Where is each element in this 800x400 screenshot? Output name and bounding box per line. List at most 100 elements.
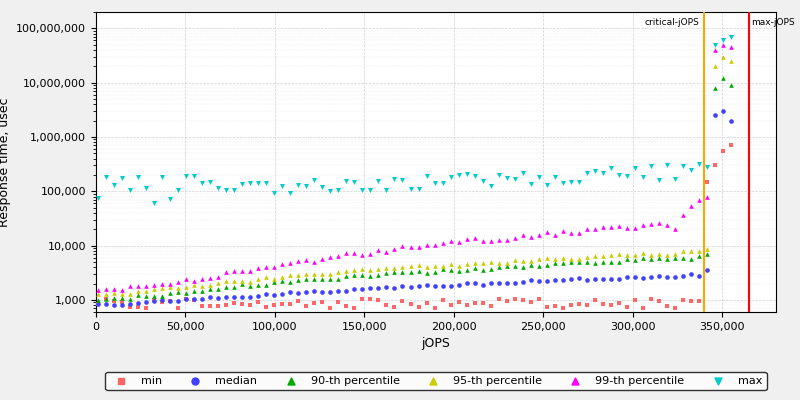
Point bbox=[364, 187, 377, 194]
Point bbox=[364, 251, 377, 257]
Point bbox=[476, 300, 489, 306]
Point bbox=[91, 301, 104, 308]
Point bbox=[685, 203, 698, 209]
Point bbox=[179, 296, 192, 302]
Point bbox=[701, 251, 714, 257]
Point bbox=[123, 296, 136, 302]
Point bbox=[372, 178, 385, 184]
Point bbox=[204, 275, 217, 281]
Point bbox=[308, 271, 321, 277]
Point bbox=[621, 274, 634, 280]
Point bbox=[412, 186, 425, 192]
Point bbox=[316, 271, 329, 278]
Point bbox=[484, 183, 497, 189]
Point bbox=[508, 262, 521, 269]
Point bbox=[107, 286, 120, 292]
Point bbox=[653, 272, 666, 279]
Point bbox=[204, 303, 217, 310]
Point bbox=[589, 260, 602, 266]
Point bbox=[380, 270, 393, 276]
Point bbox=[516, 279, 529, 285]
Point bbox=[621, 304, 634, 310]
Point bbox=[348, 304, 361, 311]
Point bbox=[356, 285, 369, 292]
Point bbox=[476, 266, 489, 273]
Point bbox=[252, 293, 265, 300]
Point bbox=[573, 256, 586, 262]
Point bbox=[404, 263, 417, 270]
Point bbox=[107, 298, 120, 304]
Point bbox=[428, 269, 441, 275]
Point bbox=[179, 284, 192, 290]
Point bbox=[653, 255, 666, 261]
Point bbox=[597, 224, 610, 230]
Point bbox=[492, 237, 505, 243]
Point bbox=[188, 295, 201, 302]
Point bbox=[115, 287, 128, 293]
Point bbox=[557, 228, 570, 234]
Point bbox=[139, 298, 152, 305]
Point bbox=[557, 305, 570, 311]
Point bbox=[565, 256, 578, 262]
Point bbox=[324, 276, 337, 282]
Point bbox=[597, 259, 610, 265]
Point bbox=[500, 280, 513, 286]
Point bbox=[340, 268, 353, 274]
Point bbox=[452, 298, 465, 305]
Point bbox=[533, 232, 546, 238]
Point bbox=[717, 42, 730, 48]
Point bbox=[236, 281, 249, 288]
Point bbox=[276, 261, 289, 268]
Point bbox=[356, 296, 369, 302]
Point bbox=[613, 172, 626, 179]
Point bbox=[500, 236, 513, 243]
Point bbox=[228, 186, 241, 193]
Point bbox=[252, 299, 265, 305]
Point bbox=[324, 289, 337, 295]
Point bbox=[123, 283, 136, 289]
Point bbox=[340, 303, 353, 310]
Point bbox=[300, 303, 313, 309]
Point bbox=[597, 170, 610, 176]
Point bbox=[557, 180, 570, 187]
Point bbox=[508, 235, 521, 242]
Point bbox=[444, 302, 457, 309]
Point bbox=[444, 266, 457, 273]
Point bbox=[348, 272, 361, 278]
Point bbox=[115, 299, 128, 305]
Point bbox=[452, 262, 465, 269]
Point bbox=[220, 302, 233, 308]
Point bbox=[669, 251, 682, 258]
Point bbox=[364, 285, 377, 292]
Point bbox=[693, 160, 706, 167]
Point bbox=[629, 252, 642, 258]
Point bbox=[131, 303, 144, 310]
Point bbox=[404, 244, 417, 250]
Point bbox=[388, 265, 401, 271]
Point bbox=[645, 251, 658, 258]
Point bbox=[163, 284, 176, 290]
Point bbox=[637, 304, 650, 311]
Point bbox=[372, 297, 385, 304]
Point bbox=[565, 259, 578, 265]
Point bbox=[252, 282, 265, 288]
Point bbox=[524, 181, 537, 187]
Point bbox=[396, 298, 409, 305]
Point bbox=[372, 247, 385, 254]
Point bbox=[484, 266, 497, 272]
Point bbox=[693, 248, 706, 254]
Point bbox=[348, 179, 361, 186]
Point bbox=[685, 271, 698, 278]
Point bbox=[252, 276, 265, 282]
Point bbox=[308, 288, 321, 294]
Point bbox=[476, 260, 489, 266]
Point bbox=[484, 238, 497, 244]
Point bbox=[677, 248, 690, 254]
Point bbox=[669, 176, 682, 182]
Point bbox=[147, 200, 160, 206]
Point bbox=[163, 290, 176, 296]
Point bbox=[300, 289, 313, 296]
Point bbox=[549, 256, 562, 263]
Point bbox=[276, 274, 289, 280]
Point bbox=[725, 58, 738, 64]
